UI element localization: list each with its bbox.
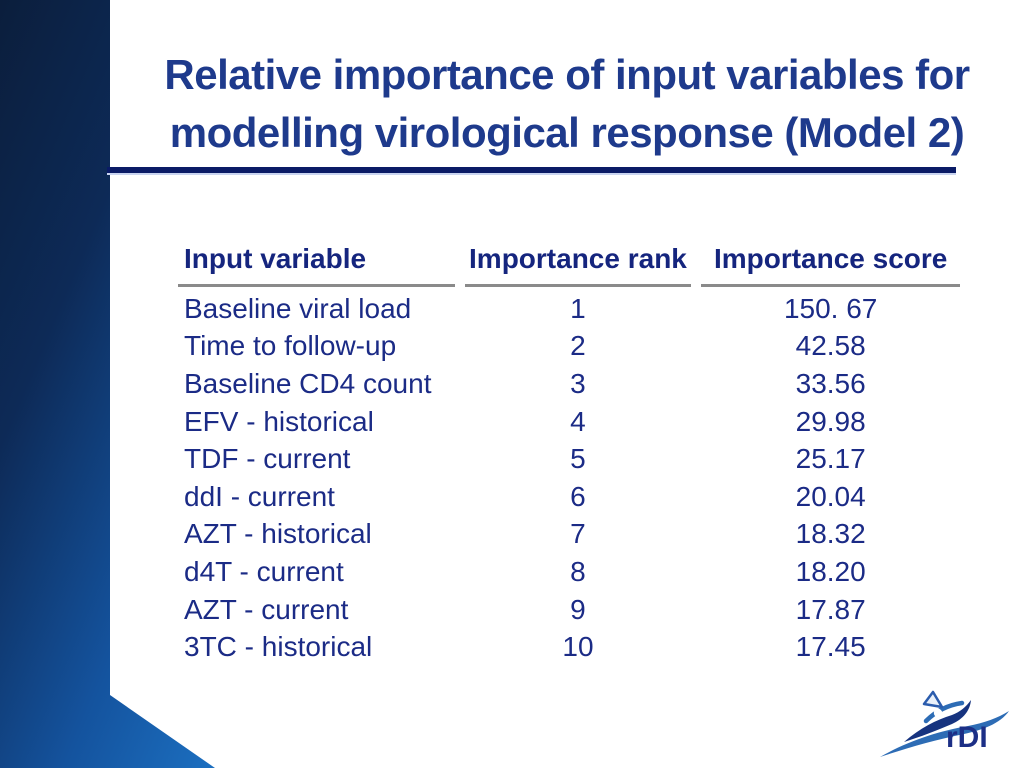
importance-table: Input variable Importance rank Importanc… xyxy=(178,243,960,666)
table-row: AZT - historical 7 18.32 xyxy=(178,516,960,554)
cell-score: 18.20 xyxy=(795,555,866,587)
cell-rank: 4 xyxy=(570,405,586,437)
logo-lower-swoosh xyxy=(880,711,1009,757)
column-header-importance-score: Importance score xyxy=(701,243,960,287)
table-row: d4T - current 8 18.20 xyxy=(178,553,960,591)
table-row: Time to follow-up 2 42.58 xyxy=(178,328,960,366)
table-row: 3TC - historical 10 17.45 xyxy=(178,628,960,666)
logo-triangle-icon xyxy=(922,690,944,709)
cell-variable: d4T - current xyxy=(184,555,344,587)
cell-score: 42.58 xyxy=(795,330,866,362)
cell-rank: 1 xyxy=(570,292,586,324)
cell-variable: Baseline CD4 count xyxy=(184,367,432,399)
table-row: Baseline viral load 1 150. 67 xyxy=(178,290,960,328)
cell-variable: ddI - current xyxy=(184,480,335,512)
table-row: Baseline CD4 count 3 33.56 xyxy=(178,365,960,403)
cell-rank: 2 xyxy=(570,330,586,362)
cell-score: 150. 67 xyxy=(783,292,878,324)
cell-rank: 5 xyxy=(570,443,586,475)
cell-variable: EFV - historical xyxy=(184,405,374,437)
cell-rank: 9 xyxy=(570,593,586,625)
slide-title-line1: Relative importance of input variables f… xyxy=(164,51,970,98)
cell-score: 17.87 xyxy=(795,593,866,625)
cell-variable: AZT - historical xyxy=(184,518,372,550)
cell-variable: TDF - current xyxy=(184,443,351,475)
cell-score: 25.17 xyxy=(795,443,866,475)
title-underline xyxy=(107,167,956,173)
rdi-logo: rDI xyxy=(880,690,1009,757)
cell-score: 33.56 xyxy=(795,367,866,399)
table-row: EFV - historical 4 29.98 xyxy=(178,403,960,441)
logo-head xyxy=(933,708,943,718)
table-body: Baseline viral load 1 150. 67 Time to fo… xyxy=(178,287,960,666)
cell-rank: 7 xyxy=(570,518,586,550)
column-header-importance-rank: Importance rank xyxy=(464,243,692,287)
cell-variable: Time to follow-up xyxy=(184,330,397,362)
logo-text: rDI xyxy=(946,721,988,754)
logo-upper-swoosh xyxy=(904,700,971,742)
table-row: ddI - current 6 20.04 xyxy=(178,478,960,516)
cell-score: 18.32 xyxy=(795,518,866,550)
table-header-row: Input variable Importance rank Importanc… xyxy=(178,243,960,287)
cell-variable: Baseline viral load xyxy=(184,292,412,324)
table-row: AZT - current 9 17.87 xyxy=(178,591,960,629)
logo-arm-arc xyxy=(923,700,965,724)
cell-rank: 10 xyxy=(562,631,594,663)
cell-rank: 6 xyxy=(570,480,586,512)
table-row: TDF - current 5 25.17 xyxy=(178,440,960,478)
cell-rank: 3 xyxy=(570,367,586,399)
cell-rank: 8 xyxy=(570,555,586,587)
cell-variable: 3TC - historical xyxy=(184,631,373,663)
cell-score: 20.04 xyxy=(795,480,866,512)
slide-title: Relative importance of input variables f… xyxy=(110,46,1024,162)
slide-title-line2: modelling virological response (Model 2) xyxy=(169,108,965,156)
cell-score: 29.98 xyxy=(795,405,866,437)
cell-variable: AZT - current xyxy=(184,593,349,625)
cell-score: 17.45 xyxy=(795,631,866,663)
column-header-input-variable: Input variable xyxy=(178,243,455,287)
